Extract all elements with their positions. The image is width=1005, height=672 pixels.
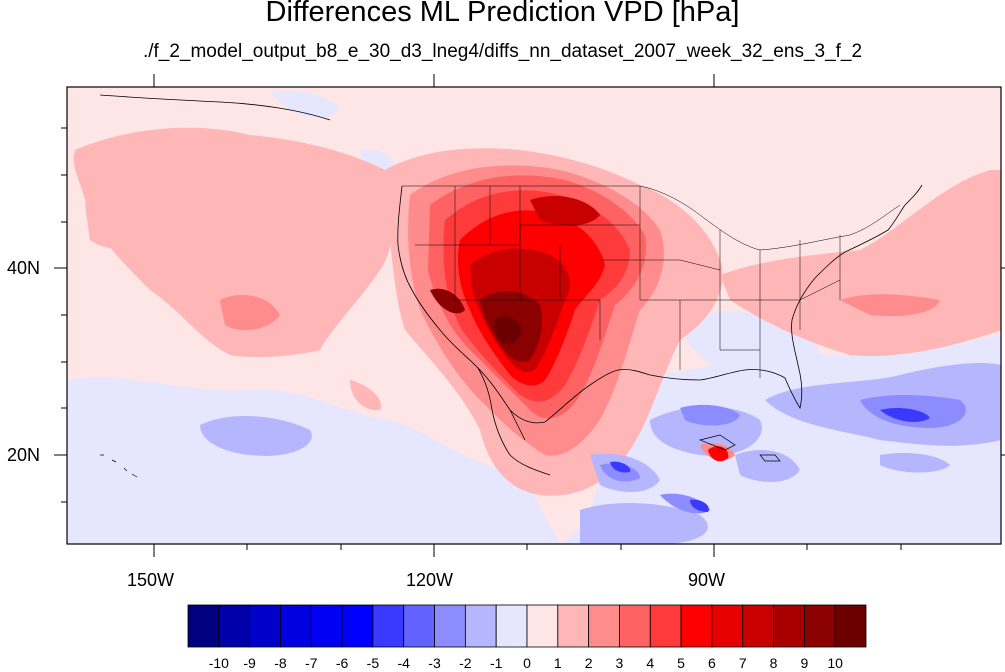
map-subtitle: ./f_2_model_output_b8_e_30_d3_lneg4/diff… bbox=[142, 41, 863, 62]
colorbar-swatch bbox=[495, 604, 528, 648]
colorbar-swatch bbox=[588, 604, 620, 648]
islands bbox=[100, 434, 781, 478]
colorbar-swatch bbox=[249, 604, 281, 648]
colorbar-label: 7 bbox=[738, 655, 747, 671]
state-borders bbox=[402, 185, 901, 378]
colorbar-label: -4 bbox=[397, 655, 410, 671]
colorbar-swatch bbox=[619, 604, 651, 648]
axis-ticks bbox=[54, 74, 1005, 557]
colorbar-label: 4 bbox=[646, 655, 655, 671]
lon-label-120w: 120W bbox=[406, 570, 454, 590]
colorbar-swatch bbox=[557, 604, 590, 648]
colorbar-swatch bbox=[526, 604, 559, 648]
colorbar bbox=[187, 604, 867, 648]
lon-label-90w: 90W bbox=[688, 570, 726, 590]
colorbar-swatch bbox=[187, 604, 220, 648]
colorbar-swatch bbox=[773, 604, 805, 648]
colorbar-swatch bbox=[310, 604, 343, 648]
colorbar-swatch bbox=[834, 604, 867, 648]
colorbar-label: -5 bbox=[366, 655, 380, 671]
colorbar-label: 5 bbox=[677, 655, 685, 671]
colorbar-label: -6 bbox=[335, 655, 349, 671]
colorbar-label: 0 bbox=[523, 655, 531, 671]
colorbar-swatch bbox=[680, 604, 713, 648]
map-plot-area bbox=[67, 87, 1001, 544]
lat-label-20n: 20N bbox=[7, 445, 41, 465]
colorbar-swatch bbox=[742, 604, 774, 648]
colorbar-label: 8 bbox=[769, 655, 778, 671]
colorbar-label: -9 bbox=[243, 655, 256, 671]
colorbar-swatch bbox=[464, 604, 497, 648]
colorbar-label: 10 bbox=[827, 655, 843, 671]
colorbar-label: 6 bbox=[708, 655, 716, 671]
colorbar-label: -8 bbox=[274, 655, 287, 671]
colorbar-swatch bbox=[403, 604, 435, 648]
colorbar-label: 3 bbox=[615, 655, 624, 671]
colorbar-swatch bbox=[341, 604, 374, 648]
colorbar-swatch bbox=[218, 604, 251, 648]
colorbar-swatch bbox=[803, 604, 836, 648]
positive-regions-max bbox=[494, 316, 522, 345]
coastlines bbox=[99, 94, 923, 476]
colorbar-label: 2 bbox=[584, 655, 593, 671]
colorbar-label: -7 bbox=[305, 655, 318, 671]
colorbar-label: -3 bbox=[428, 655, 441, 671]
colorbar-swatch bbox=[434, 604, 466, 648]
colorbar-swatch bbox=[280, 604, 312, 648]
colorbar-label: -1 bbox=[489, 655, 503, 671]
lat-label-40n: 40N bbox=[7, 258, 41, 278]
colorbar-label: -2 bbox=[459, 655, 472, 671]
colorbar-label: 9 bbox=[800, 655, 809, 671]
colorbar-swatch bbox=[649, 604, 682, 648]
strong-negative-regions bbox=[610, 407, 930, 512]
colorbar-swatch bbox=[372, 604, 405, 648]
colorbar-swatch bbox=[711, 604, 744, 648]
colorbar-label: 1 bbox=[553, 655, 562, 671]
colorbar-label: -10 bbox=[208, 655, 229, 671]
map-title: Differences ML Prediction VPD [hPa] bbox=[265, 0, 740, 28]
lon-label-150w: 150W bbox=[127, 570, 175, 590]
